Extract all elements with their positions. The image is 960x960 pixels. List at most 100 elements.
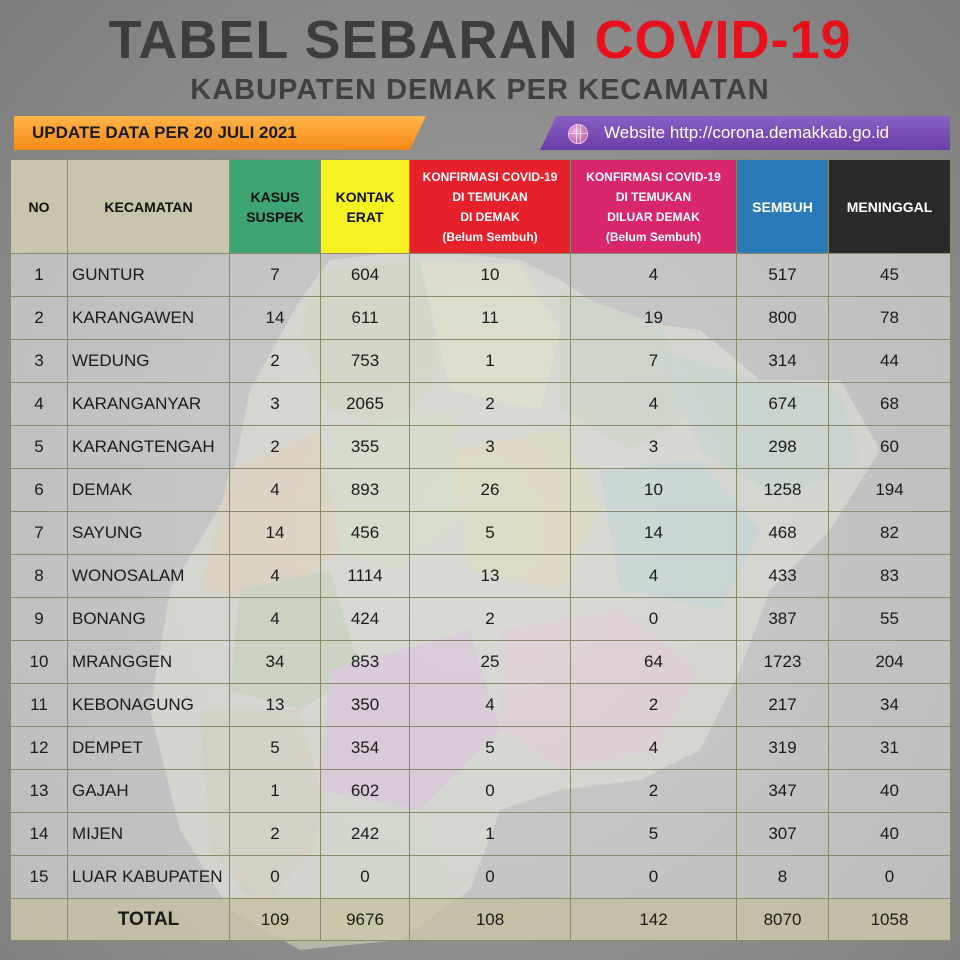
row-luar: 0 bbox=[570, 597, 737, 641]
row-luar: 5 bbox=[570, 812, 737, 856]
row-kecamatan: WONOSALAM bbox=[67, 554, 230, 598]
row-demak: 11 bbox=[409, 296, 571, 340]
row-kecamatan: LUAR KABUPATEN bbox=[67, 855, 230, 899]
row-demak: 10 bbox=[409, 253, 571, 297]
row-demak: 2 bbox=[409, 597, 571, 641]
row-meninggal: 45 bbox=[828, 253, 951, 297]
row-luar: 14 bbox=[570, 511, 737, 555]
table-row: 2 KARANGAWEN 14 611 11 19 800 78 bbox=[10, 296, 951, 340]
table-row: 12 DEMPET 5 354 5 4 319 31 bbox=[10, 726, 951, 770]
row-sembuh: 8 bbox=[736, 855, 829, 899]
row-kecamatan: SAYUNG bbox=[67, 511, 230, 555]
row-suspek: 34 bbox=[229, 640, 321, 684]
row-meninggal: 0 bbox=[828, 855, 951, 899]
row-meninggal: 82 bbox=[828, 511, 951, 555]
table-row: 14 MIJEN 2 242 1 5 307 40 bbox=[10, 812, 951, 856]
row-sembuh: 433 bbox=[736, 554, 829, 598]
header-kontak-line: ERAT bbox=[346, 208, 384, 225]
row-luar: 3 bbox=[570, 425, 737, 469]
row-kecamatan: WEDUNG bbox=[67, 339, 230, 383]
row-sembuh: 298 bbox=[736, 425, 829, 469]
header-suspek-line: SUSPEK bbox=[246, 208, 304, 225]
row-kecamatan: MIJEN bbox=[67, 812, 230, 856]
row-meninggal: 44 bbox=[828, 339, 951, 383]
row-no: 10 bbox=[10, 640, 68, 684]
header-luar-line: DI TEMUKAN bbox=[615, 189, 692, 204]
table-row: 10 MRANGGEN 34 853 25 64 1723 204 bbox=[10, 640, 951, 684]
table-row: 1 GUNTUR 7 604 10 4 517 45 bbox=[10, 253, 951, 297]
row-no: 7 bbox=[10, 511, 68, 555]
row-demak: 13 bbox=[409, 554, 571, 598]
header-kecamatan: KECAMATAN bbox=[67, 159, 230, 254]
row-kontak: 242 bbox=[320, 812, 410, 856]
covid-table: NO KECAMATAN KASUS SUSPEK KONTAK ERAT KO… bbox=[10, 159, 951, 941]
row-sembuh: 347 bbox=[736, 769, 829, 813]
row-meninggal: 34 bbox=[828, 683, 951, 727]
row-kontak: 355 bbox=[320, 425, 410, 469]
header-demak-line: DI DEMAK bbox=[460, 209, 520, 224]
row-sembuh: 800 bbox=[736, 296, 829, 340]
row-no: 13 bbox=[10, 769, 68, 813]
row-luar: 2 bbox=[570, 683, 737, 727]
row-suspek: 14 bbox=[229, 296, 321, 340]
page-subtitle: KABUPATEN DEMAK PER KECAMATAN bbox=[190, 74, 770, 106]
row-kontak: 456 bbox=[320, 511, 410, 555]
header-luar-line: DILUAR DEMAK bbox=[607, 209, 700, 224]
table-row: 11 KEBONAGUNG 13 350 4 2 217 34 bbox=[10, 683, 951, 727]
table-row: 13 GAJAH 1 602 0 2 347 40 bbox=[10, 769, 951, 813]
row-kecamatan: KARANGAWEN bbox=[67, 296, 230, 340]
row-demak: 3 bbox=[409, 425, 571, 469]
total-demak: 108 bbox=[409, 898, 571, 941]
row-sembuh: 1258 bbox=[736, 468, 829, 512]
row-luar: 2 bbox=[570, 769, 737, 813]
row-sembuh: 217 bbox=[736, 683, 829, 727]
row-luar: 19 bbox=[570, 296, 737, 340]
row-suspek: 5 bbox=[229, 726, 321, 770]
row-suspek: 2 bbox=[229, 339, 321, 383]
row-sembuh: 387 bbox=[736, 597, 829, 641]
row-suspek: 3 bbox=[229, 382, 321, 426]
row-meninggal: 204 bbox=[828, 640, 951, 684]
row-demak: 2 bbox=[409, 382, 571, 426]
row-no: 6 bbox=[10, 468, 68, 512]
row-suspek: 7 bbox=[229, 253, 321, 297]
row-meninggal: 78 bbox=[828, 296, 951, 340]
title-part-1: TABEL SEBARAN bbox=[108, 10, 579, 70]
row-no: 1 bbox=[10, 253, 68, 297]
table-row: 9 BONANG 4 424 2 0 387 55 bbox=[10, 597, 951, 641]
row-meninggal: 40 bbox=[828, 812, 951, 856]
row-kontak: 602 bbox=[320, 769, 410, 813]
row-kontak: 893 bbox=[320, 468, 410, 512]
row-sembuh: 307 bbox=[736, 812, 829, 856]
row-kontak: 753 bbox=[320, 339, 410, 383]
row-kecamatan: KARANGANYAR bbox=[67, 382, 230, 426]
total-row: TOTAL 109 9676 108 142 8070 1058 bbox=[10, 898, 951, 941]
table-row: 15 LUAR KABUPATEN 0 0 0 0 8 0 bbox=[10, 855, 951, 899]
row-meninggal: 194 bbox=[828, 468, 951, 512]
row-no: 4 bbox=[10, 382, 68, 426]
header-no: NO bbox=[10, 159, 68, 254]
row-kecamatan: GAJAH bbox=[67, 769, 230, 813]
row-kontak: 354 bbox=[320, 726, 410, 770]
row-sembuh: 517 bbox=[736, 253, 829, 297]
header-sembuh: SEMBUH bbox=[736, 159, 829, 254]
row-meninggal: 40 bbox=[828, 769, 951, 813]
header-meninggal: MENINGGAL bbox=[828, 159, 951, 254]
header-luar-line: (Belum Sembuh) bbox=[605, 229, 702, 244]
row-sembuh: 674 bbox=[736, 382, 829, 426]
row-sembuh: 314 bbox=[736, 339, 829, 383]
row-kecamatan: BONANG bbox=[67, 597, 230, 641]
row-demak: 0 bbox=[409, 769, 571, 813]
total-meninggal: 1058 bbox=[828, 898, 951, 941]
row-demak: 4 bbox=[409, 683, 571, 727]
row-suspek: 14 bbox=[229, 511, 321, 555]
row-demak: 1 bbox=[409, 339, 571, 383]
row-no: 9 bbox=[10, 597, 68, 641]
update-banner: UPDATE DATA PER 20 JULI 2021 bbox=[14, 116, 426, 150]
website-banner: Website http://corona.demakkab.go.id bbox=[540, 116, 950, 150]
row-kontak: 0 bbox=[320, 855, 410, 899]
row-luar: 64 bbox=[570, 640, 737, 684]
header-demak-line: DI TEMUKAN bbox=[452, 189, 528, 204]
website-text: Website http://corona.demakkab.go.id bbox=[604, 123, 890, 142]
row-kontak: 1114 bbox=[320, 554, 410, 598]
